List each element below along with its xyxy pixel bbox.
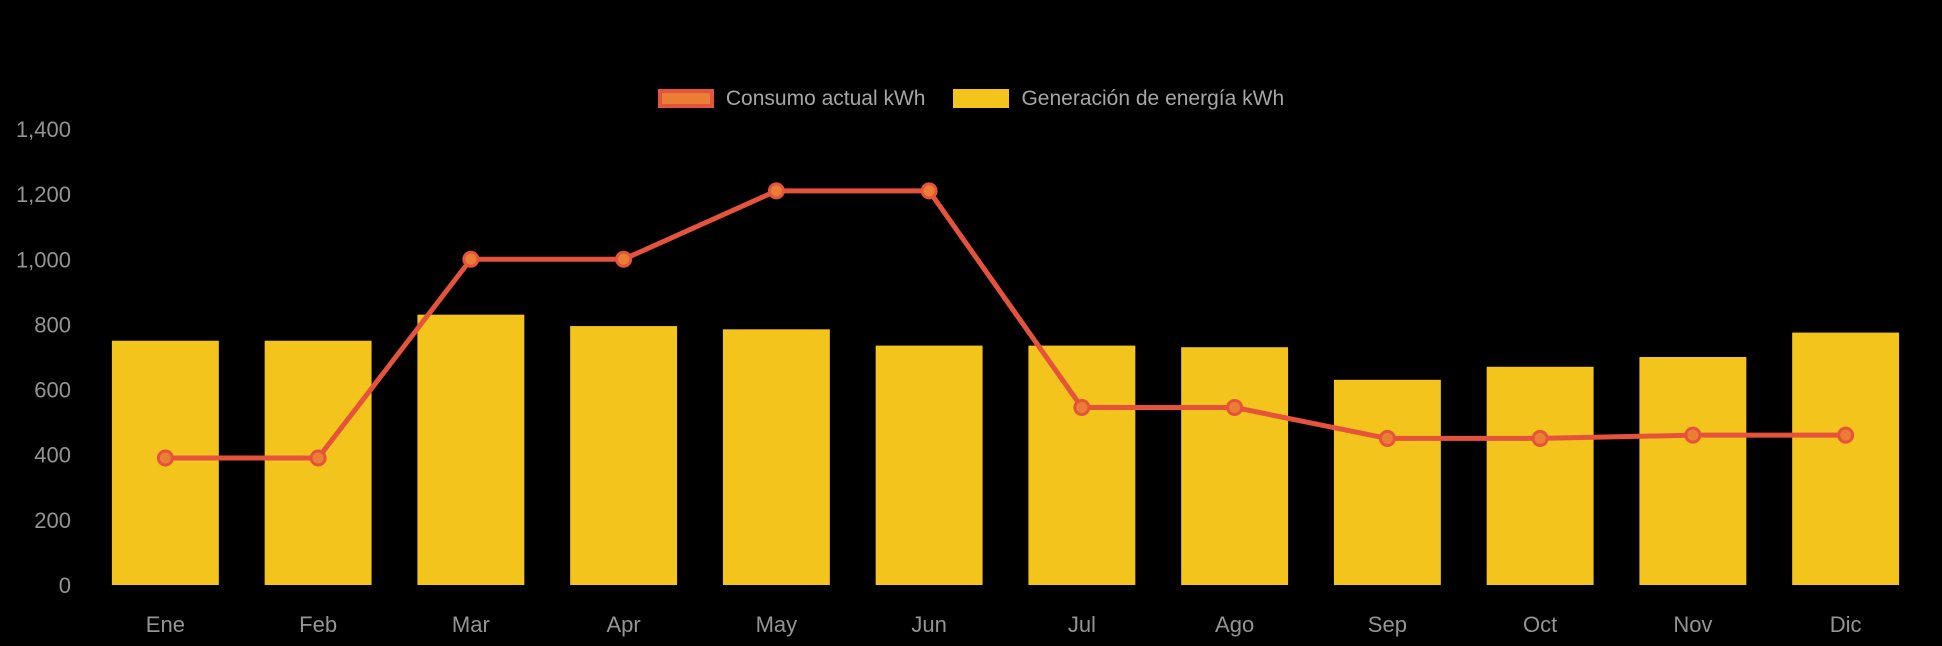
legend-item-consumo[interactable]: Consumo actual kWh <box>657 87 926 110</box>
consumption-point[interactable] <box>156 449 174 467</box>
x-tick-label: Jun <box>911 612 946 637</box>
y-tick-label: 600 <box>34 378 71 403</box>
generation-bar[interactable] <box>1486 366 1594 585</box>
consumption-point[interactable] <box>615 250 633 268</box>
generation-bar[interactable] <box>570 326 678 585</box>
consumption-point[interactable] <box>309 449 327 467</box>
x-tick-label: Feb <box>299 612 337 637</box>
generation-bar[interactable] <box>1333 379 1441 585</box>
legend-label-consumo: Consumo actual kWh <box>725 87 926 110</box>
x-tick-label: Oct <box>1523 612 1557 637</box>
consumption-point[interactable] <box>1684 426 1702 444</box>
x-tick-label: Nov <box>1673 612 1712 637</box>
consumption-point[interactable] <box>1837 426 1855 444</box>
consumo-swatch-icon <box>657 89 714 108</box>
consumption-point[interactable] <box>462 250 480 268</box>
consumption-point[interactable] <box>1531 429 1549 447</box>
consumption-point[interactable] <box>1226 398 1244 416</box>
generation-bar[interactable] <box>875 345 983 585</box>
y-tick-label: 400 <box>34 443 71 468</box>
y-tick-label: 1,000 <box>16 247 71 272</box>
consumption-point[interactable] <box>920 182 938 200</box>
x-tick-label: Ene <box>146 612 185 637</box>
y-tick-label: 1,400 <box>16 117 71 142</box>
generation-bar[interactable] <box>417 314 525 585</box>
consumption-point[interactable] <box>767 182 785 200</box>
legend-item-generacion[interactable]: Generación de energía kWh <box>953 88 1284 109</box>
chart-legend: Consumo actual kWh Generación de energía… <box>0 88 1942 109</box>
consumption-line <box>162 188 1849 461</box>
x-tick-label: Sep <box>1368 612 1407 637</box>
generation-bar[interactable] <box>722 329 830 585</box>
x-tick-label: Apr <box>607 612 641 637</box>
y-tick-label: 800 <box>34 312 71 337</box>
generation-bar[interactable] <box>1181 347 1289 585</box>
generacion-swatch-icon <box>953 89 1010 108</box>
x-tick-label: May <box>756 612 798 637</box>
legend-label-generacion: Generación de energía kWh <box>1021 87 1285 110</box>
generation-bar[interactable] <box>1028 345 1136 585</box>
y-tick-label: 1,200 <box>16 182 71 207</box>
x-tick-label: Dic <box>1830 612 1862 637</box>
y-tick-label: 0 <box>59 573 71 598</box>
consumption-point[interactable] <box>1378 429 1396 447</box>
y-tick-label: 200 <box>34 508 71 533</box>
generation-bar[interactable] <box>1792 332 1900 585</box>
consumption-point[interactable] <box>1073 398 1091 416</box>
x-tick-label: Ago <box>1215 612 1254 637</box>
generation-bar[interactable] <box>1639 357 1747 585</box>
x-tick-label: Mar <box>452 612 490 637</box>
x-tick-label: Jul <box>1068 612 1096 637</box>
